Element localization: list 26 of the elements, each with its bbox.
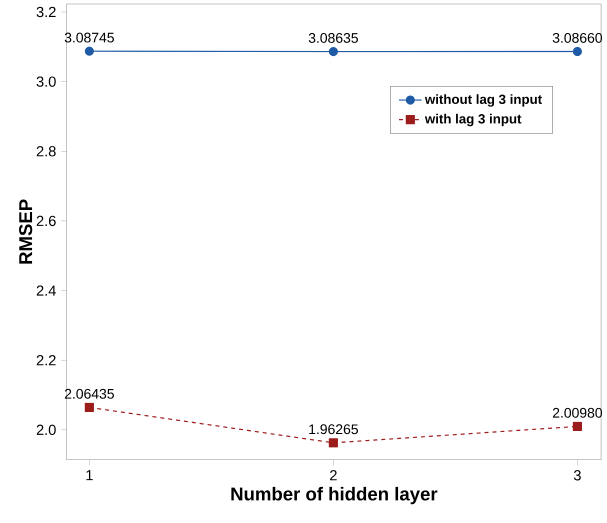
data-label: 2.00980 — [552, 408, 602, 418]
point — [572, 422, 582, 431]
y-tick-label: 3.2 — [36, 6, 56, 17]
point — [84, 402, 94, 412]
legend-label: without lag 3 input — [424, 94, 542, 106]
y-tick-label: 2.6 — [36, 216, 56, 226]
y-axis-title: RMSEP — [19, 199, 32, 264]
data-label: 3.08745 — [64, 32, 114, 42]
data-label: 3.08635 — [308, 32, 358, 43]
point — [572, 46, 582, 56]
data-label: 1.96265 — [309, 424, 358, 434]
x-axis-title: Number of hidden layer — [231, 486, 438, 504]
y-tick-label: 2.2 — [36, 354, 56, 366]
point — [84, 46, 94, 56]
legend-label: with lag 3 input — [424, 114, 522, 126]
y-tick-label: 2.8 — [36, 146, 56, 156]
x-tick-label: 1 — [86, 470, 93, 480]
x-tick-label: 2 — [330, 470, 337, 480]
x-tick-label: 3 — [574, 470, 581, 480]
y-tick-label: 2.4 — [36, 285, 56, 296]
point — [328, 46, 338, 56]
point — [328, 438, 338, 448]
data-label: 3.08660 — [552, 32, 602, 43]
data-label: 2.06435 — [64, 388, 114, 399]
y-tick-label: 2.0 — [36, 424, 56, 435]
y-tick-label: 3.0 — [36, 76, 56, 87]
